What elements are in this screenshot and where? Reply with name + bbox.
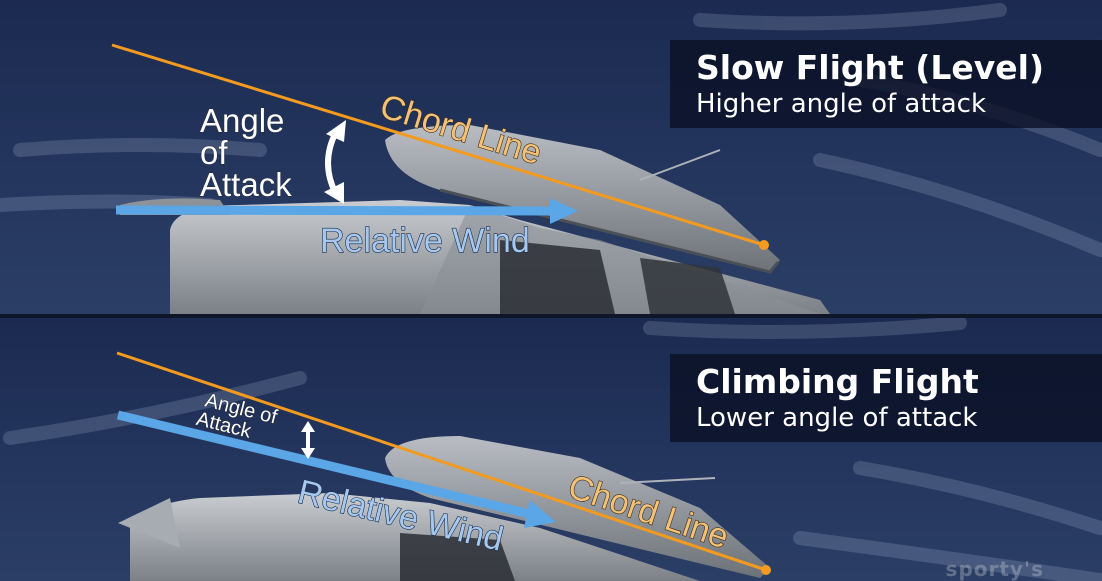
slow-flight-diagram: Angle of Attack Chord Line Relative Wind	[0, 3, 1102, 314]
angle-of-attack-arrow	[301, 421, 315, 459]
slow-flight-panel: Angle of Attack Chord Line Relative Wind…	[0, 0, 1102, 314]
climbing-flight-panel: Angle of Attack Chord Line Relative Wind…	[0, 318, 1102, 581]
panel-subtitle: Higher angle of attack	[696, 89, 987, 119]
brand-watermark: sporty's	[945, 557, 1044, 581]
angle-of-attack-arrow	[324, 120, 346, 204]
relative-wind-arrow	[116, 410, 556, 528]
chord-line-trailing-point	[761, 565, 771, 575]
airflow-streaks	[3, 318, 1102, 581]
climbing-flight-diagram: Angle of Attack Chord Line Relative Wind	[3, 318, 1102, 581]
chord-line	[111, 43, 765, 247]
relative-wind-arrow	[115, 198, 578, 224]
slow-flight-title-box: Slow Flight (Level) Higher angle of atta…	[670, 40, 1102, 128]
chord-line	[116, 351, 767, 572]
climbing-flight-title-box: Climbing Flight Lower angle of attack	[670, 354, 1102, 442]
airplane-illustration	[120, 125, 830, 314]
panel-subtitle: Lower angle of attack	[696, 403, 978, 433]
chord-line-trailing-point	[759, 240, 769, 250]
angle-of-attack-label: Angle of Attack	[200, 102, 294, 203]
panel-title: Climbing Flight	[696, 362, 979, 401]
panel-divider	[0, 314, 1102, 318]
panel-title: Slow Flight (Level)	[696, 48, 1045, 87]
relative-wind-label: Relative Wind	[320, 222, 530, 260]
